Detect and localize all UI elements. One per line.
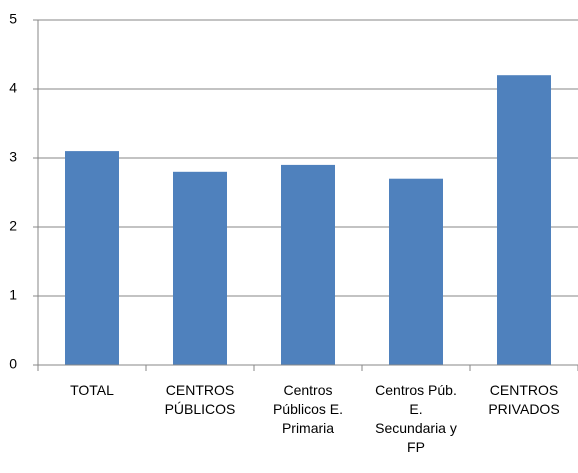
x-tick-label: TOTAL	[70, 382, 114, 398]
bar	[65, 151, 119, 365]
x-tick-label: Centros Púb. E. Secundaria y FP	[375, 382, 457, 455]
y-tick-label: 4	[9, 80, 17, 96]
bar	[173, 171, 227, 365]
x-tick-label: CENTROS PRIVADOS	[488, 382, 560, 417]
bar	[389, 178, 443, 365]
y-tick-label: 5	[9, 11, 17, 27]
x-tick-label: Centros Públicos E. Primaria	[272, 382, 344, 436]
y-tick-label: 0	[9, 356, 17, 372]
y-tick-label: 3	[9, 149, 17, 165]
bar	[281, 164, 335, 365]
x-tick-label: CENTROS PÚBLICOS	[164, 382, 236, 417]
y-tick-label: 2	[9, 218, 17, 234]
y-tick-label: 1	[9, 287, 17, 303]
bar	[497, 75, 551, 365]
